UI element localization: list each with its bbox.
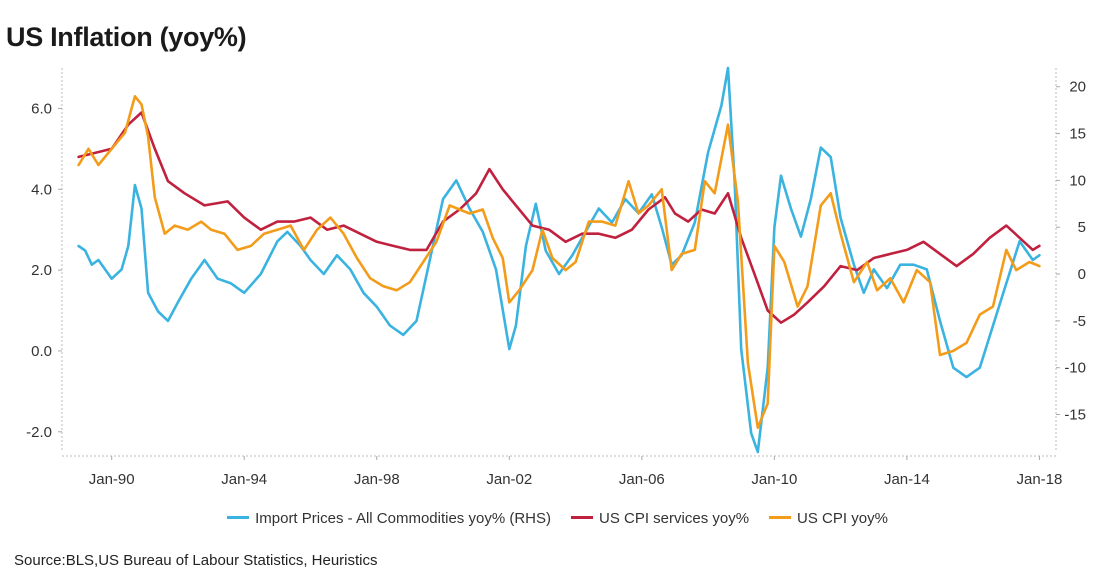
x-tick-label: Jan-14 [884, 471, 930, 488]
y-right-tick-label: 15 [1069, 126, 1086, 143]
legend-label: US CPI services yoy% [599, 509, 750, 527]
y-right-tick-label: 10 [1069, 172, 1086, 189]
x-tick-label: Jan-90 [89, 471, 135, 488]
y-right-tick-label: 0 [1078, 266, 1086, 283]
series-line-us-cpi-services-yoy [77, 111, 1041, 324]
x-tick-label: Jan-06 [619, 471, 665, 488]
x-tick-label: Jan-94 [221, 471, 267, 488]
series-line-us-cpi-yoy [77, 95, 1041, 429]
y-right-tick-label: 20 [1069, 79, 1086, 96]
y-left-tick-label: 4.0 [31, 181, 52, 198]
y-right-tick-label: -15 [1064, 407, 1086, 424]
legend-swatch [769, 516, 792, 520]
x-tick-label: Jan-10 [751, 471, 797, 488]
legend-swatch [571, 516, 593, 520]
legend-item: US CPI yoy% [769, 510, 888, 527]
chart-title: US Inflation (yoy%) [6, 22, 247, 52]
source-note: Source:BLS,US Bureau of Labour Statistic… [14, 552, 378, 569]
series-line-import-prices-all-commodities-yoy-rhs [77, 66, 1041, 454]
y-left-tick-label: 0.0 [31, 343, 52, 360]
x-tick-label: Jan-98 [354, 471, 400, 488]
legend-label: Import Prices - All Commodities yoy% (RH… [255, 509, 551, 527]
legend-label: US CPI yoy% [797, 509, 888, 527]
y-right-tick-label: -5 [1073, 313, 1086, 330]
legend-swatch [227, 516, 250, 520]
y-right-tick-label: -10 [1064, 360, 1086, 377]
chart-svg: 6.0 4.0 2.0 0.0 -2.0 20 15 10 5 0 -5 -10 -15 Jan-90… [26, 66, 1086, 488]
y-left-tick-label: 6.0 [31, 100, 52, 117]
x-tick-label: Jan-18 [1016, 471, 1062, 488]
legend: Import Prices - All Commodities yoy% (RH… [0, 509, 1115, 527]
legend-item: Import Prices - All Commodities yoy% (RH… [227, 510, 551, 527]
x-tick-label: Jan-02 [486, 471, 532, 488]
legend-item: US CPI services yoy% [571, 510, 749, 527]
y-left-tick-label: -2.0 [26, 424, 52, 441]
y-right-tick-label: 5 [1078, 219, 1086, 236]
y-left-tick-label: 2.0 [31, 262, 52, 279]
